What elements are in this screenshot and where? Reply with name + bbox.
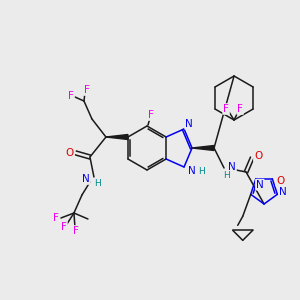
Text: H: H [223, 172, 230, 181]
Polygon shape [106, 134, 128, 140]
Text: N: N [185, 119, 193, 129]
Text: H: H [198, 167, 204, 176]
Text: F: F [61, 222, 67, 232]
Text: N: N [82, 174, 90, 184]
Text: O: O [276, 176, 284, 186]
Text: F: F [223, 104, 229, 114]
Text: F: F [84, 85, 90, 95]
Text: F: F [73, 226, 79, 236]
Text: H: H [94, 178, 101, 188]
Text: F: F [237, 104, 243, 114]
Text: F: F [53, 213, 59, 223]
Text: N: N [188, 166, 196, 176]
Text: O: O [254, 151, 262, 161]
Text: N: N [228, 162, 236, 172]
Text: N: N [256, 180, 264, 190]
Text: F: F [148, 110, 154, 120]
Text: O: O [66, 148, 74, 158]
Text: N: N [280, 187, 287, 197]
Text: F: F [68, 91, 74, 101]
Polygon shape [192, 146, 214, 151]
